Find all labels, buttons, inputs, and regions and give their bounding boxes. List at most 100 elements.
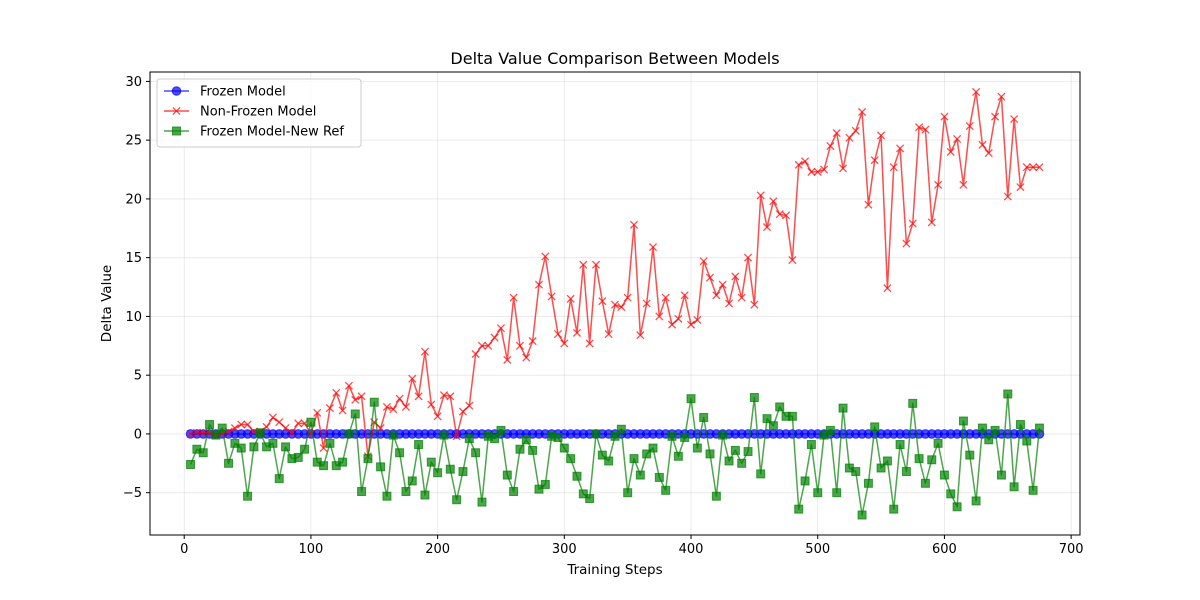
data-point [294, 419, 303, 428]
data-point [889, 163, 898, 172]
data-point [686, 320, 696, 329]
data-point [610, 431, 620, 441]
data-point [794, 504, 804, 514]
y-tick-label: −5 [123, 486, 142, 501]
data-point [762, 414, 772, 424]
data-point [338, 457, 348, 467]
data-point [363, 454, 373, 464]
data-point [750, 300, 759, 309]
data-point [692, 443, 702, 453]
data-point [838, 403, 848, 413]
data-point [680, 432, 690, 442]
data-point [414, 440, 424, 450]
data-point [711, 491, 721, 501]
data-point [851, 467, 861, 477]
data-point [344, 429, 354, 439]
data-point [616, 424, 626, 434]
data-point [1010, 114, 1019, 124]
data-point [788, 255, 797, 265]
data-point [490, 333, 499, 342]
data-point [344, 381, 353, 390]
data-point [895, 440, 905, 450]
data-point [1034, 423, 1044, 433]
data-point [623, 488, 633, 498]
data-point [642, 449, 652, 459]
data-point [673, 451, 683, 461]
data-point [490, 434, 500, 444]
data-point [661, 293, 670, 302]
data-point [1035, 163, 1044, 172]
data-point [382, 402, 391, 411]
chart-title: Delta Value Comparison Between Models [450, 49, 779, 68]
data-point [401, 402, 410, 411]
data-point [965, 121, 974, 131]
data-point [680, 291, 689, 300]
data-point [604, 456, 614, 466]
data-point [756, 191, 765, 200]
data-point [338, 406, 347, 415]
data-point [268, 438, 278, 448]
data-point [465, 401, 474, 410]
legend-item: Frozen Model [164, 85, 286, 100]
data-point [908, 219, 917, 228]
data-point [1028, 485, 1038, 495]
legend-item: Non-Frozen Model [164, 105, 316, 120]
data-point [800, 476, 810, 486]
data-point [775, 210, 784, 219]
data-point [205, 420, 215, 430]
plot-frame [149, 71, 1081, 536]
data-point [870, 422, 880, 432]
data-point [230, 424, 239, 433]
data-point [585, 339, 594, 348]
data-point [667, 431, 677, 441]
data-point [636, 331, 645, 340]
data-point [597, 450, 607, 460]
data-point [705, 449, 715, 459]
data-point [864, 200, 873, 209]
data-point [877, 131, 886, 140]
data-point [756, 469, 766, 479]
data-point [275, 418, 284, 427]
data-point [693, 315, 702, 325]
data-point [610, 300, 620, 309]
data-point [839, 164, 848, 173]
data-point [496, 425, 506, 435]
data-point [674, 314, 683, 323]
data-point [978, 140, 987, 149]
legend-marker [171, 86, 182, 96]
data-point [1022, 436, 1032, 446]
data-point [737, 458, 747, 468]
data-point [1003, 389, 1013, 399]
data-point [863, 478, 873, 488]
data-point [464, 434, 474, 444]
data-point [433, 412, 442, 421]
data-point [572, 328, 582, 337]
data-point [832, 129, 841, 138]
y-tick-label: 15 [125, 251, 142, 266]
data-point [743, 253, 753, 262]
data-point [515, 341, 525, 350]
data-point [369, 397, 379, 407]
data-point [934, 180, 943, 189]
data-point [1015, 420, 1025, 430]
data-point [407, 476, 417, 486]
data-point [268, 413, 277, 422]
data-point [972, 87, 981, 97]
data-point [768, 421, 778, 431]
legend-label: Frozen Model [200, 85, 286, 100]
x-tick-label: 400 [679, 542, 704, 557]
data-point [300, 444, 310, 454]
data-point [718, 430, 728, 440]
data-point [198, 448, 208, 458]
x-tick-label: 500 [805, 542, 830, 557]
data-point [914, 454, 924, 464]
axis-ticks: 0 100 200 300 400 500 600 700 −5 0 5 10 15 20 25 30 [123, 75, 1084, 557]
data-point [977, 423, 987, 433]
data-point [882, 456, 892, 466]
data-point [528, 445, 538, 455]
data-point [889, 504, 899, 514]
data-point [445, 464, 455, 474]
data-point [940, 112, 949, 121]
data-point [186, 459, 196, 469]
